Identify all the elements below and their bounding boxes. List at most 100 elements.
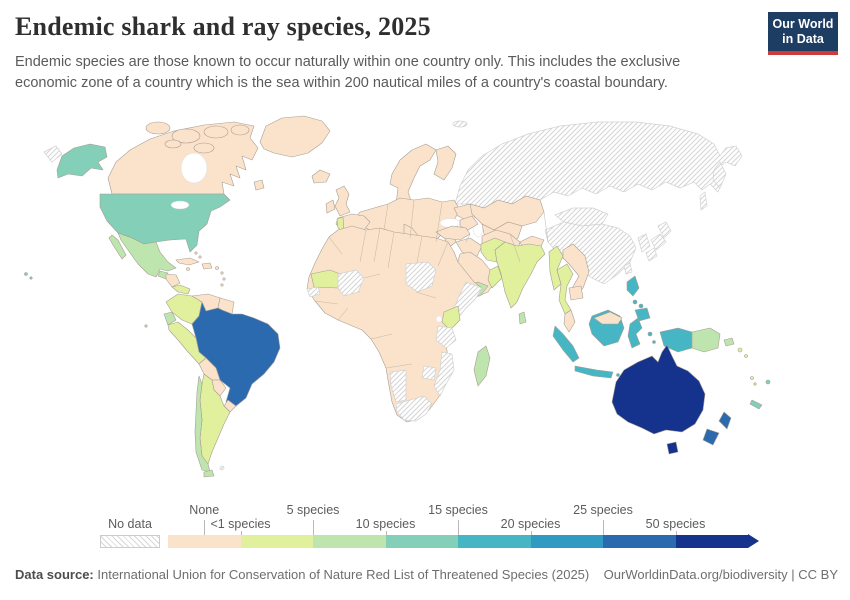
country-japan[interactable]	[645, 221, 672, 262]
country-australia[interactable]	[611, 344, 706, 435]
footer-credit-link[interactable]: OurWorldinData.org/biodiversity | CC BY	[603, 567, 838, 582]
canada-arctic-island[interactable]	[171, 128, 201, 144]
legend-bin-swatch[interactable]	[168, 535, 241, 548]
country-solomon-islands[interactable]	[737, 347, 743, 353]
country-mali[interactable]	[337, 269, 365, 297]
country-malaysia-borneo[interactable]	[593, 311, 623, 325]
country-kenya[interactable]	[441, 305, 461, 331]
legend-bin-swatch[interactable]	[603, 535, 676, 548]
country-canada-newfoundland[interactable]	[253, 179, 265, 191]
country-russia[interactable]	[454, 121, 743, 209]
country-russia-kamchatka[interactable]	[712, 161, 727, 189]
country-antilles[interactable]	[220, 283, 224, 287]
country-namibia[interactable]	[389, 369, 407, 403]
country-indonesia-bali[interactable]	[616, 373, 620, 377]
country-philippines-luzon[interactable]	[626, 275, 640, 297]
owid-logo[interactable]: Our World in Data	[768, 12, 838, 55]
country-vanuatu[interactable]	[750, 376, 754, 380]
country-bahamas[interactable]	[198, 255, 202, 259]
country-vanuatu[interactable]	[753, 382, 757, 386]
canada-arctic-island[interactable]	[203, 125, 229, 139]
country-svalbard[interactable]	[452, 120, 468, 128]
country-mexico[interactable]	[117, 232, 177, 278]
country-indonesia-sumatra[interactable]	[552, 325, 580, 363]
country-iceland[interactable]	[311, 169, 331, 184]
country-india[interactable]	[494, 241, 546, 309]
canada-arctic-island[interactable]	[164, 139, 182, 149]
country-sri-lanka[interactable]	[518, 311, 527, 325]
country-cuba[interactable]	[175, 257, 200, 266]
country-norway-sweden[interactable]	[389, 143, 437, 213]
legend-bin-swatch[interactable]	[240, 535, 313, 548]
country-chile[interactable]	[194, 375, 211, 473]
country-korea[interactable]	[637, 233, 651, 253]
country-antilles[interactable]	[220, 271, 224, 275]
country-mexico-baja[interactable]	[108, 234, 127, 260]
country-new-britain[interactable]	[723, 337, 735, 347]
country-united-states-hawaii[interactable]	[24, 272, 28, 276]
country-senegal[interactable]	[306, 286, 321, 298]
country-united-states-hawaii[interactable]	[29, 276, 33, 280]
legend-no-data-swatch[interactable]	[100, 535, 160, 548]
country-zimbabwe[interactable]	[421, 365, 437, 381]
legend-bin-swatch[interactable]	[385, 535, 458, 548]
country-somalia[interactable]	[453, 281, 483, 321]
country-fiji[interactable]	[765, 379, 771, 385]
legend-bin-swatch[interactable]	[530, 535, 603, 548]
country-tierra-del-fuego[interactable]	[203, 469, 215, 478]
great-lakes	[170, 200, 190, 210]
country-mozambique[interactable]	[433, 351, 455, 397]
canada-arctic-island[interactable]	[230, 124, 250, 136]
country-taiwan[interactable]	[623, 262, 633, 275]
country-bahamas[interactable]	[194, 251, 198, 255]
country-thailand[interactable]	[556, 263, 574, 315]
country-russia-chukotka[interactable]	[43, 145, 63, 163]
region-caucasus[interactable]	[459, 215, 479, 231]
legend-bin-swatch[interactable]	[458, 535, 531, 548]
country-united-kingdom[interactable]	[334, 185, 351, 217]
country-indonesia-moluccas[interactable]	[652, 340, 656, 344]
country-costa-rica-panama[interactable]	[171, 284, 191, 295]
country-united-states[interactable]	[99, 193, 231, 253]
country-solomon-islands[interactable]	[744, 354, 748, 358]
country-philippines-visayas[interactable]	[632, 299, 638, 305]
country-indonesia-sulawesi[interactable]	[627, 317, 643, 349]
country-new-zealand-south[interactable]	[702, 428, 720, 446]
country-russia-sakhalin[interactable]	[699, 191, 708, 211]
country-galapagos[interactable]	[144, 324, 148, 328]
country-tasmania[interactable]	[666, 441, 679, 455]
country-ecuador[interactable]	[163, 311, 177, 326]
legend-tick	[313, 520, 314, 535]
country-tanzania[interactable]	[435, 325, 457, 349]
country-honduras-nicaragua[interactable]	[165, 273, 181, 288]
country-indonesia-java[interactable]	[574, 365, 614, 379]
country-philippines-mindanao[interactable]	[634, 307, 651, 322]
country-finland[interactable]	[433, 145, 457, 181]
country-puerto-rico[interactable]	[215, 266, 219, 270]
country-philippines-visayas[interactable]	[638, 303, 644, 309]
country-falkland-islands[interactable]	[219, 465, 225, 471]
country-greenland[interactable]	[259, 115, 331, 158]
country-hispaniola[interactable]	[201, 262, 213, 270]
logo-line-1: Our World	[772, 17, 834, 31]
world-map[interactable]	[8, 112, 843, 497]
country-antilles[interactable]	[222, 277, 226, 281]
country-papua-new-guinea[interactable]	[691, 327, 721, 353]
legend-bin-swatch[interactable]	[313, 535, 386, 548]
country-ireland[interactable]	[325, 199, 336, 214]
country-canada[interactable]	[107, 121, 259, 195]
country-sudan[interactable]	[405, 261, 437, 293]
canada-arctic-island[interactable]	[145, 121, 171, 135]
country-united-states-alaska[interactable]	[56, 143, 108, 179]
country-indonesia-moluccas[interactable]	[647, 331, 653, 337]
canada-arctic-island[interactable]	[193, 142, 215, 154]
country-malaysia-peninsula[interactable]	[563, 309, 576, 333]
country-oman[interactable]	[487, 265, 503, 289]
country-new-caledonia[interactable]	[749, 399, 763, 410]
country-madagascar[interactable]	[473, 345, 491, 387]
country-new-zealand-north[interactable]	[718, 411, 732, 430]
country-south-africa[interactable]	[395, 395, 433, 422]
legend-bin-swatch[interactable]	[675, 535, 748, 548]
country-cambodia[interactable]	[568, 285, 584, 301]
country-jamaica[interactable]	[186, 267, 190, 271]
